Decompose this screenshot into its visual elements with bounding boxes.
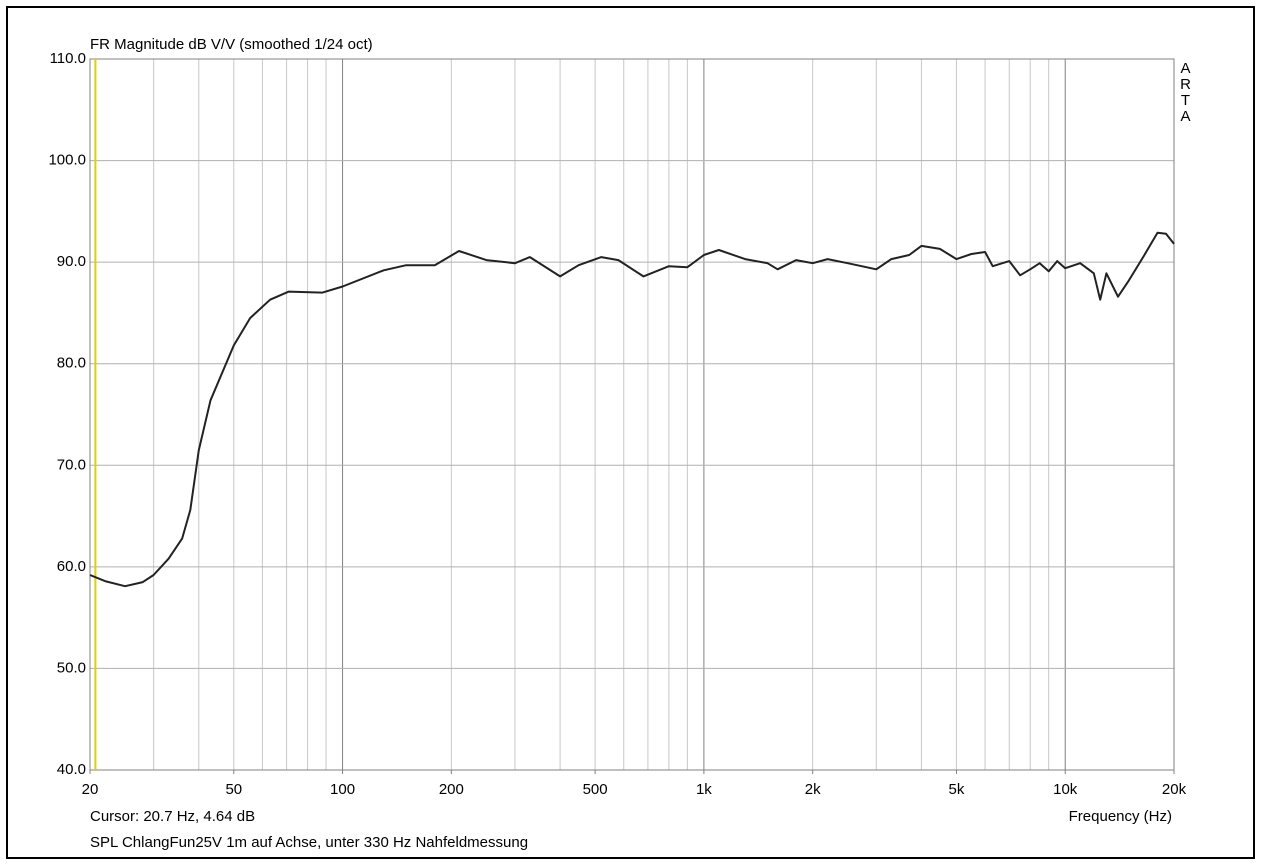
y-tick-label: 90.0: [57, 253, 86, 270]
y-tick-label: 110.0: [50, 50, 86, 67]
x-tick-label: 1k: [696, 781, 712, 798]
x-tick-label: 20: [82, 781, 99, 798]
x-tick-label: 2k: [805, 781, 821, 798]
frame: [6, 6, 1255, 859]
y-tick-label: 40.0: [57, 761, 86, 778]
x-tick-label: 20k: [1162, 781, 1187, 798]
x-axis-label: Frequency (Hz): [1069, 808, 1172, 825]
x-tick-label: 500: [583, 781, 608, 798]
y-tick-label: 60.0: [57, 558, 86, 575]
y-tick-label: 70.0: [57, 456, 86, 473]
x-tick-label: 50: [225, 781, 242, 798]
x-tick-label: 5k: [949, 781, 965, 798]
fr-curve: [89, 231, 1175, 588]
y-tick-label: 80.0: [57, 355, 86, 372]
footer: SPL ChlangFun25V 1m auf Achse, unter 330…: [90, 834, 528, 851]
y-tick-label: 100.0: [48, 152, 86, 169]
x-tick-label: 200: [439, 781, 464, 798]
chart-title: FR Magnitude dB V/V (smoothed 1/24 oct): [90, 36, 373, 53]
x-tick-label: 10k: [1053, 781, 1078, 798]
cursor-text: Cursor: 20.7 Hz, 4.64 dB: [90, 808, 255, 825]
x-tick-label: 100: [330, 781, 355, 798]
plot-border: [89, 58, 1175, 771]
side-label: ARTA: [1180, 60, 1191, 125]
y-tick-label: 50.0: [57, 659, 86, 676]
